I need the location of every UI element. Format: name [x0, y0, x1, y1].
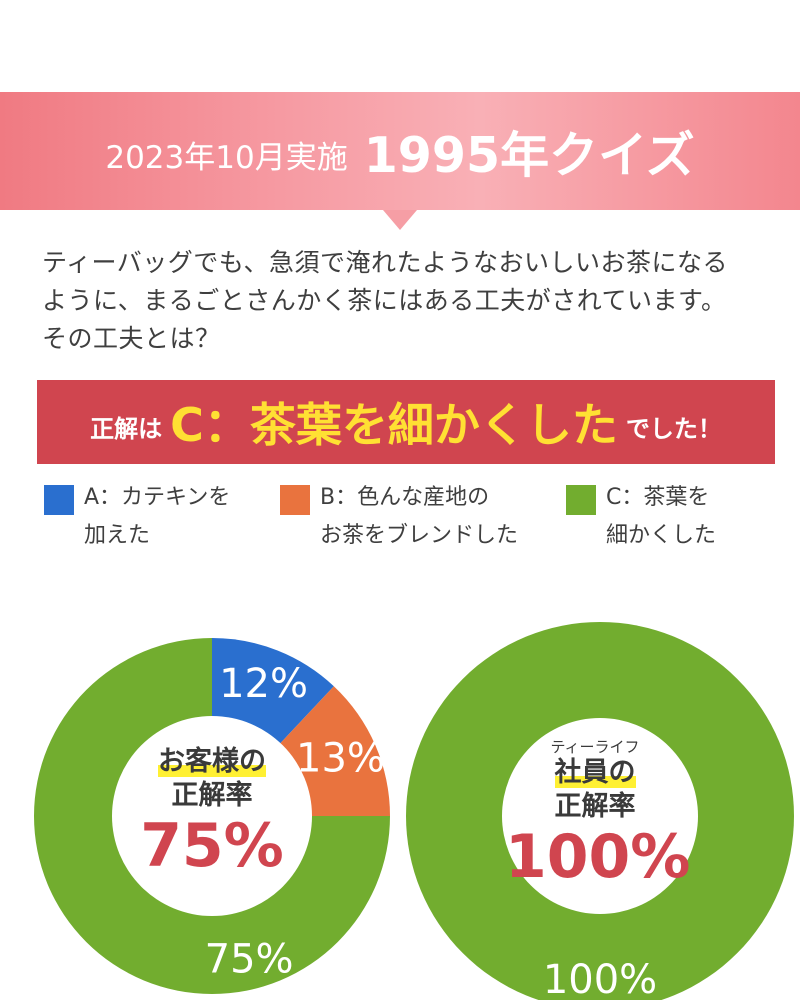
legend-label-c: C：茶葉を 細かくした — [606, 479, 716, 555]
legend-swatch-b — [280, 485, 310, 515]
question-line: その工夫とは？ — [42, 324, 221, 353]
answer-box: 正解は C：茶葉を細かくした でした！ — [37, 380, 775, 464]
donut-charts: 12% 13% 75% 100% — [34, 622, 794, 1000]
legend-swatch-a — [44, 485, 74, 515]
legend-swatch-c — [566, 485, 596, 515]
banner-content: 2023年10月実施 1995年クイズ — [0, 92, 800, 210]
donut-1-label-slice-b: 13% — [296, 735, 385, 781]
legend-item-a: A：カテキンを 加えた — [44, 483, 230, 555]
question-line: ティーバッグでも、急須で淹れたようなおいしいお茶になる — [42, 248, 729, 277]
donut-2-hole — [502, 718, 698, 914]
quiz-date: 2023年10月実施 — [105, 139, 348, 176]
legend-label-b: B：色んな産地の お茶をブレンドした — [320, 479, 518, 555]
legend-item-c: C：茶葉を 細かくした — [566, 483, 716, 555]
customer-correct-rate: 75% — [140, 811, 284, 881]
question-line: ように、まるごとさんかく茶にはある工夫がされています。 — [42, 286, 727, 315]
donut-1-label-slice-c: 75% — [205, 936, 294, 982]
legend-label-line: 加えた — [84, 523, 151, 548]
legend-label-line: A：カテキンを — [84, 485, 231, 510]
answer-main: C：茶葉を細かくした — [170, 398, 618, 452]
staff-label-1: 社員の — [554, 757, 636, 788]
legend-label-line: 細かくした — [606, 523, 717, 548]
staff-label-2: 正解率 — [554, 791, 636, 822]
staff-correct-rate: 100% — [505, 822, 691, 892]
answer-prefix: 正解は — [90, 414, 163, 443]
customer-label-1: お客様の — [158, 746, 266, 777]
customer-center: お客様の 正解率 75% — [132, 745, 292, 879]
legend-label-line: B：色んな産地の — [320, 485, 490, 510]
staff-company-label: ティーライフ — [550, 738, 640, 756]
question-text: ティーバッグでも、急須で淹れたようなおいしいお茶になる ように、まるごとさんかく… — [42, 244, 782, 358]
donut-2-label-slice-c: 100% — [543, 957, 657, 1000]
staff-center: ティーライフ 社員の 正解率 100% — [505, 738, 691, 892]
quiz-title: 1995年クイズ — [363, 126, 695, 184]
legend-label-line: C：茶葉を — [606, 485, 710, 510]
legend-label-line: お茶をブレンドした — [320, 523, 519, 548]
answer-suffix: でした！ — [625, 414, 722, 443]
donut-1-label-slice-a: 12% — [219, 661, 308, 707]
banner-notch — [383, 210, 417, 230]
customer-label-2: 正解率 — [171, 780, 253, 811]
title-banner — [0, 92, 800, 210]
legend-label-a: A：カテキンを 加えた — [84, 479, 230, 555]
legend-item-b: B：色んな産地の お茶をブレンドした — [280, 483, 518, 555]
